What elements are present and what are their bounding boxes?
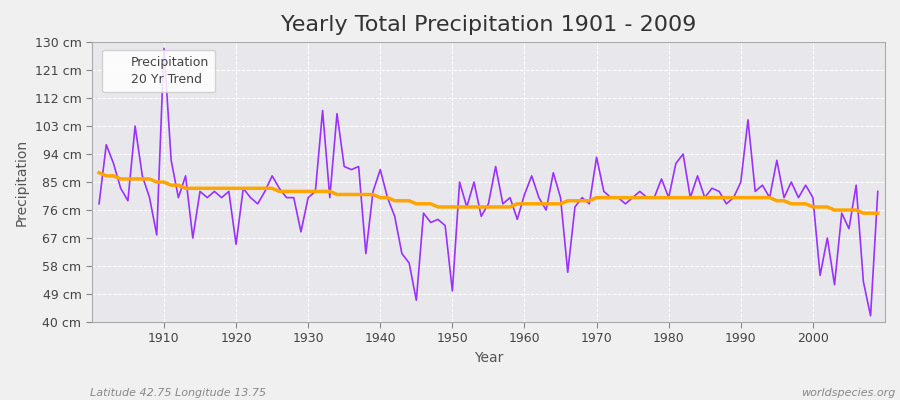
Precipitation — [526, 174, 537, 178]
Text: Latitude 42.75 Longitude 13.75: Latitude 42.75 Longitude 13.75 — [90, 388, 266, 398]
20 Yr Trend — [606, 195, 616, 200]
Y-axis label: Precipitation: Precipitation — [15, 138, 29, 226]
Precipitation — [872, 189, 883, 194]
20 Yr Trend — [151, 180, 162, 184]
20 Yr Trend — [310, 189, 320, 194]
20 Yr Trend — [94, 170, 104, 175]
20 Yr Trend — [353, 192, 364, 197]
Precipitation — [865, 314, 876, 318]
Precipitation — [158, 46, 169, 51]
Precipitation — [519, 192, 530, 197]
20 Yr Trend — [858, 211, 868, 216]
Line: 20 Yr Trend: 20 Yr Trend — [99, 173, 878, 213]
Precipitation — [151, 232, 162, 237]
Precipitation — [360, 251, 371, 256]
20 Yr Trend — [512, 202, 523, 206]
Precipitation — [317, 108, 328, 113]
Line: Precipitation: Precipitation — [99, 48, 878, 316]
Text: worldspecies.org: worldspecies.org — [801, 388, 896, 398]
20 Yr Trend — [872, 211, 883, 216]
Precipitation — [94, 202, 104, 206]
20 Yr Trend — [519, 202, 530, 206]
Precipitation — [613, 195, 624, 200]
Legend: Precipitation, 20 Yr Trend: Precipitation, 20 Yr Trend — [102, 50, 215, 92]
X-axis label: Year: Year — [473, 351, 503, 365]
Title: Yearly Total Precipitation 1901 - 2009: Yearly Total Precipitation 1901 - 2009 — [281, 15, 696, 35]
